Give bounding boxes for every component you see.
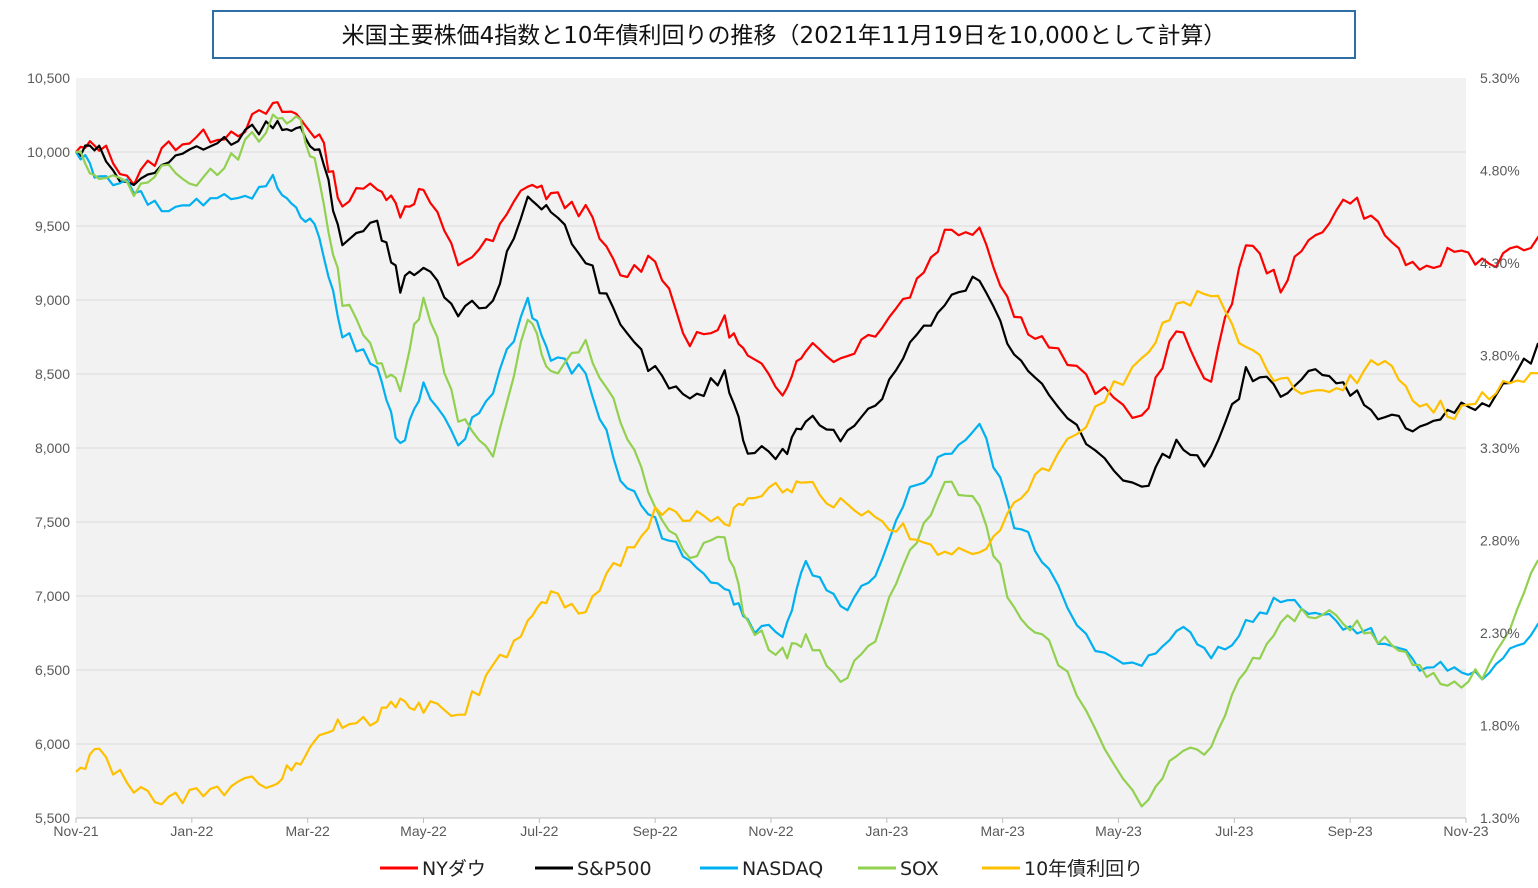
x-tick-label: Jul-22 [520, 823, 558, 839]
y-right-tick-label: 3.80% [1480, 348, 1520, 364]
y-right-tick-label: 3.30% [1480, 440, 1520, 456]
legend-label: SOX [900, 858, 939, 880]
x-tick-label: Mar-22 [285, 823, 330, 839]
series-line-3 [75, 113, 1538, 808]
series-line-0 [75, 101, 1538, 419]
y-left-tick-label: 9,500 [35, 218, 70, 234]
y-right-tick-label: 1.80% [1480, 718, 1520, 734]
y-right-tick-label: 2.80% [1480, 533, 1520, 549]
legend: NYダウ S&P500 NASDAQ SOX 10年債利回り [380, 858, 1143, 880]
x-tick-label: May-22 [400, 823, 447, 839]
x-tick-label: Jul-23 [1215, 823, 1253, 839]
chart-title: 米国主要株価4指数と10年債利回りの推移（2021年11月19日を10,000と… [342, 23, 1227, 49]
legend-label: 10年債利回り [1024, 858, 1143, 880]
x-tick-label: Sep-22 [633, 823, 678, 839]
chart-title-box: 米国主要株価4指数と10年債利回りの推移（2021年11月19日を10,000と… [212, 10, 1356, 59]
y-axis-right: 5.30% 4.80% 4.30% 3.80% 3.30% 2.80% 2.30% 1.80%… [1480, 70, 1520, 826]
series-line-4 [75, 289, 1538, 806]
y-left-tick-label: 6,500 [35, 662, 70, 678]
y-left-tick-label: 9,000 [35, 292, 70, 308]
y-left-tick-label: 5,500 [35, 810, 70, 826]
series-lines [75, 101, 1538, 808]
gridlines [76, 151, 1466, 745]
x-axis: Nov-21 Jan-22 Mar-22 May-22 Jul-22 Sep-22 Nov-… [53, 817, 1489, 839]
y-right-tick-label: 5.30% [1480, 70, 1520, 86]
x-tick-label: Sep-23 [1328, 823, 1373, 839]
legend-label: S&P500 [577, 858, 652, 880]
x-tick-label: Nov-23 [1443, 823, 1488, 839]
y-left-tick-label: 8,500 [35, 366, 70, 382]
y-right-tick-label: 4.80% [1480, 163, 1520, 179]
series-line-1 [75, 119, 1538, 488]
y-left-tick-label: 7,000 [35, 588, 70, 604]
y-left-tick-label: 10,000 [27, 144, 70, 160]
y-left-tick-label: 10,500 [27, 70, 70, 86]
y-axis-left: 10,500 10,000 9,500 9,000 8,500 8,000 7,500 7,0… [27, 70, 70, 826]
x-tick-label: Nov-22 [748, 823, 793, 839]
x-tick-label: Jan-22 [170, 823, 213, 839]
legend-label: NASDAQ [742, 858, 823, 880]
y-right-tick-label: 4.30% [1480, 255, 1520, 271]
y-left-tick-label: 7,500 [35, 514, 70, 530]
y-right-tick-label: 2.30% [1480, 625, 1520, 641]
x-tick-label: Mar-23 [980, 823, 1025, 839]
series-line-2 [75, 151, 1538, 681]
x-tick-label: Jan-23 [865, 823, 908, 839]
x-tick-label: May-23 [1095, 823, 1142, 839]
legend-label: NYダウ [422, 858, 486, 880]
y-left-tick-label: 6,000 [35, 736, 70, 752]
y-left-tick-label: 8,000 [35, 440, 70, 456]
x-tick-label: Nov-21 [53, 823, 98, 839]
y-right-tick-label: 1.30% [1480, 810, 1520, 826]
